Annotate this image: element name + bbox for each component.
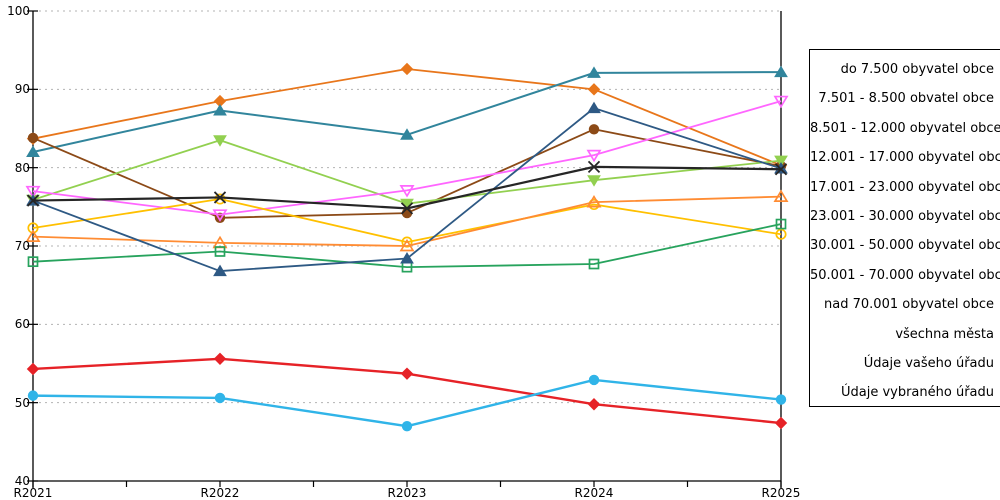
- series-line-4: [32, 100, 782, 216]
- x-axis-label: R2023: [387, 486, 427, 500]
- legend-item: všechna města: [895, 326, 994, 342]
- marker-square: [588, 258, 600, 270]
- x-axis-label: R2025: [761, 486, 801, 500]
- marker-circle: [27, 390, 39, 401]
- marker-triangle-down: [773, 95, 789, 109]
- marker-triangle-up: [774, 65, 788, 78]
- y-axis-label: 40: [14, 474, 30, 488]
- marker-triangle-down: [774, 155, 788, 168]
- marker-triangle-up: [587, 66, 601, 78]
- marker-x: [587, 160, 601, 174]
- legend-item: Údaje vašeho úřadu: [863, 355, 994, 371]
- legend-item: 30.001 - 50.000 obyvatel obce: [810, 238, 1000, 254]
- x-axis-label: R2021: [13, 486, 53, 500]
- marker-triangle-down: [399, 185, 415, 198]
- marker-triangle-up: [399, 238, 415, 252]
- marker-x: [26, 194, 40, 207]
- legend-item: 17.001 - 23.000 obyvatel obce: [810, 179, 1000, 195]
- marker-diamond: [774, 416, 788, 430]
- marker-square: [214, 246, 226, 257]
- marker-circle: [588, 374, 600, 386]
- marker-triangle-down: [213, 135, 227, 147]
- marker-triangle-up: [213, 104, 227, 116]
- legend-item: 8.501 - 12.000 obyvatel obce: [810, 120, 1000, 136]
- series-line-0: [32, 68, 782, 167]
- legend-box: do 7.500 obyvatel obce 7.501 - 8.500 obva…: [809, 49, 1000, 407]
- marker-triangle-down: [586, 149, 602, 163]
- marker-diamond: [400, 62, 414, 76]
- marker-triangle-up: [400, 128, 414, 140]
- legend-item: 50.001 - 70.000 obyvatel obce: [810, 267, 1000, 283]
- y-axis-label: 50: [14, 395, 30, 410]
- y-axis-label: 90: [14, 82, 30, 97]
- marker-triangle-down: [212, 209, 228, 222]
- marker-triangle-up: [26, 145, 40, 157]
- marker-triangle-up: [400, 252, 414, 264]
- marker-square: [775, 218, 787, 230]
- y-axis-label: 100: [7, 4, 30, 18]
- legend-item: 12.001 - 17.000 obyvatel obce: [810, 150, 1000, 166]
- y-axis-label: 60: [14, 317, 30, 332]
- series-line-7: [32, 223, 782, 269]
- legend-item: 7.501 - 8.500 obvatel obce: [818, 91, 994, 107]
- marker-x: [400, 202, 414, 215]
- marker-triangle-down: [25, 185, 41, 199]
- marker-triangle-down: [587, 175, 601, 187]
- marker-x: [774, 163, 788, 176]
- legend-item: nad 70.001 obyvatel obce: [824, 297, 994, 313]
- marker-triangle-up: [213, 264, 227, 277]
- series-line-1: [32, 71, 782, 153]
- marker-square: [27, 256, 39, 268]
- marker-diamond: [26, 362, 40, 376]
- y-axis-label: 80: [14, 160, 30, 175]
- marker-circle: [401, 420, 413, 432]
- legend-item: 23.001 - 30.000 obyvatel obce: [810, 208, 1000, 224]
- marker-circle: [214, 392, 226, 404]
- marker-triangle-up: [773, 189, 789, 202]
- marker-diamond: [587, 83, 601, 96]
- legend-item: Údaje vybraného úřadu: [840, 385, 994, 401]
- marker-triangle-up: [586, 194, 602, 208]
- marker-triangle-up: [587, 101, 601, 114]
- marker-triangle-up: [774, 161, 788, 174]
- marker-diamond: [587, 398, 601, 411]
- legend-item: do 7.500 obyvatel obce: [840, 62, 994, 77]
- marker-circle: [214, 193, 226, 205]
- x-axis-label: R2022: [200, 486, 240, 500]
- series-line-6: [32, 195, 782, 247]
- marker-diamond: [213, 352, 227, 366]
- marker-circle: [775, 228, 787, 240]
- marker-circle: [588, 124, 600, 135]
- marker-diamond: [400, 367, 414, 380]
- marker-circle: [27, 132, 39, 144]
- marker-triangle-up: [25, 229, 41, 242]
- x-axis-label: R2024: [574, 486, 614, 500]
- y-axis-label: 70: [14, 239, 30, 253]
- series-line-3: [32, 139, 782, 205]
- marker-circle: [775, 394, 787, 405]
- marker-x: [213, 191, 227, 204]
